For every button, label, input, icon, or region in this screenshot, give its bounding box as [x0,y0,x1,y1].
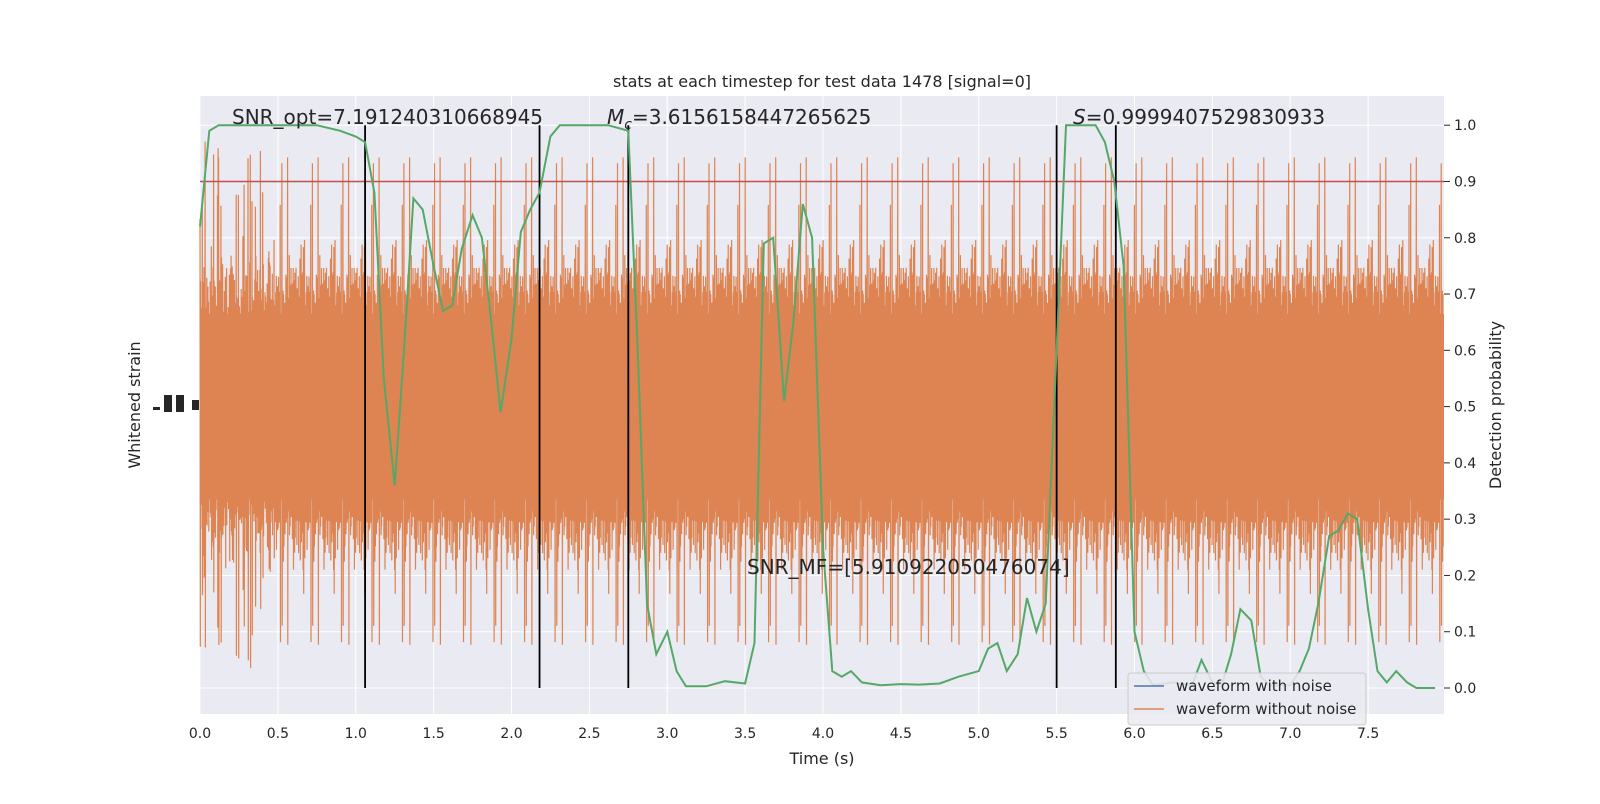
left-y-axis-label: Whitened strain [125,341,144,468]
x-tick-label: 0.5 [267,726,289,742]
right-y-tick-label: 0.4 [1454,456,1476,472]
chart-title: stats at each timestep for test data 147… [613,72,1031,91]
x-tick-label: 0.0 [189,726,211,742]
chirp-mass-symbol: M [607,105,624,129]
x-tick-label: 5.0 [968,726,990,742]
x-tick-label: 4.5 [890,726,912,742]
right-y-tick-label: 0.7 [1454,287,1476,303]
right-y-tick-label: 0.1 [1454,625,1476,641]
x-tick-label: 7.0 [1279,726,1301,742]
s-annotation: S=0.9999407529830933 [1073,105,1325,129]
x-tick-label: 2.0 [500,726,522,742]
legend: waveform with noise waveform without noi… [1127,672,1367,726]
legend-label-without-noise: waveform without noise [1176,700,1356,718]
legend-box [1127,672,1367,726]
x-tick-labels: 0.0 0.5 1.0 1.5 2.0 2.5 3.0 3.5 4.0 4.5 5.0 5.5 6.0 6… [189,726,1379,742]
right-y-tick-label: 0.9 [1454,174,1476,190]
left-tick-blob [153,407,160,410]
x-tick-label: 2.5 [578,726,600,742]
x-tick-label: 6.5 [1201,726,1223,742]
x-tick-label: 4.0 [812,726,834,742]
x-tick-label: 3.0 [656,726,678,742]
left-y-tick-labels-collapsed [153,395,199,412]
right-y-tick-label: 0.5 [1454,400,1476,416]
right-y-tick-label: 0.0 [1454,681,1476,697]
right-y-axis-label: Detection probability [1486,321,1505,489]
x-tick-label: 1.5 [422,726,444,742]
strain-series [199,141,1444,669]
chirp-mass-annotation: Mc=3.6156158447265625 [607,105,871,133]
x-tick-label: 3.5 [734,726,756,742]
right-y-tick-label: 0.2 [1454,568,1476,584]
snr-opt-annotation: SNR_opt=7.191240310668945 [232,105,543,129]
snr-mf-annotation: SNR_MF=[5.910922050476074] [747,555,1070,579]
left-tick-blob [176,395,184,412]
strain-dense-band [200,313,1444,500]
right-y-tick-label: 0.6 [1454,343,1476,359]
x-axis-label: Time (s) [788,749,854,768]
vertical-marker-lines [364,125,1117,688]
x-tick-label: 5.5 [1045,726,1067,742]
right-y-tick-label: 1.0 [1454,118,1476,134]
right-y-tick-label: 0.3 [1454,512,1476,528]
legend-label-with-noise: waveform with noise [1176,677,1332,695]
right-y-tick-label: 0.8 [1454,231,1476,247]
x-tick-label: 6.0 [1123,726,1145,742]
right-y-tick-labels: 0.0 0.1 0.2 0.3 0.4 0.5 0.6 0.7 0.8 0.9 1.0 [1444,118,1476,697]
x-tick-label: 7.5 [1357,726,1379,742]
left-tick-blob [192,400,199,410]
chirp-mass-value: =3.6156158447265625 [632,105,871,129]
s-value: =0.9999407529830933 [1086,105,1325,129]
s-symbol: S [1073,105,1086,129]
left-tick-blob [164,395,172,412]
chirp-mass-subscript: c [624,117,632,133]
x-tick-label: 1.0 [345,726,367,742]
